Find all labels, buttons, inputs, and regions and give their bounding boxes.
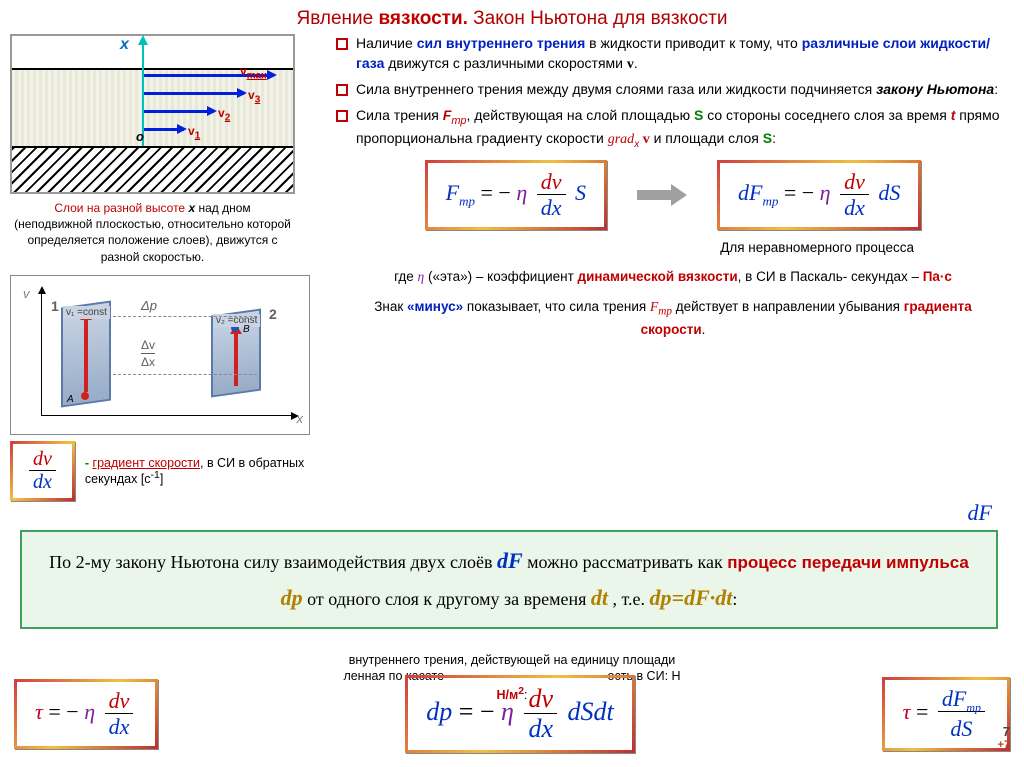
point-a-label: A	[67, 394, 74, 405]
eta-definition: где η («эта») – коэффициент динамической…	[372, 267, 974, 287]
origin-label: o	[136, 129, 144, 144]
bullet-list: Наличие сил внутреннего трения в жидкост…	[332, 34, 1014, 152]
point-b-label: B	[243, 324, 250, 335]
gradient-text: - градиент скорости, в СИ в обратных сек…	[85, 456, 320, 486]
tau-definition-equation: τ = dFmpdS	[882, 677, 1010, 750]
dv-dx-formula: dvdx	[10, 441, 75, 501]
equation-row-1: Fmp = − η dvdx S dFmp = − η dvdx dS	[332, 160, 1014, 230]
velocity-arrow	[144, 128, 184, 131]
non-uniform-note: Для неравномерного процесса	[372, 238, 974, 258]
velocity-label: v2	[218, 106, 230, 123]
bottom-equation-row: τ = − η dvdx dp = − η dvdx dSdt τ = dFmp…	[14, 675, 1010, 753]
right-column: Наличие сил внутреннего трения в жидкост…	[332, 34, 1014, 501]
momentum-transfer-diagram: v x Δp ΔvΔx 1 2 v₁ =const v₂ =const A B	[10, 275, 310, 435]
axis-x-label: x	[297, 411, 304, 426]
arrow-right-icon	[637, 184, 687, 206]
peek-dF: dF	[968, 500, 992, 526]
diagram1-caption: Слои на разной высоте x над дном (неподв…	[10, 194, 295, 271]
main-columns: x o vmaxv3v2v1 Слои на разной высоте x н…	[0, 34, 1024, 501]
bullet-item: Сила трения Fтр, действующая на слой пло…	[332, 106, 1014, 152]
left-column: x o vmaxv3v2v1 Слои на разной высоте x н…	[10, 34, 320, 501]
plate-2-number: 2	[269, 306, 277, 322]
bullet-item: Наличие сил внутреннего трения в жидкост…	[332, 34, 1014, 74]
dp-equation: dp = − η dvdx dSdt	[405, 675, 635, 753]
tau-equation: τ = − η dvdx	[14, 679, 158, 749]
velocity-label: v3	[248, 88, 260, 105]
delta-p-label: Δp	[141, 298, 157, 313]
flow-layers-diagram: x o vmax v3 v2 v1	[10, 34, 295, 194]
gradient-definition: dvdx - градиент скорости, в СИ в обратны…	[10, 441, 320, 501]
friction-force-equation: Fmp = − η dvdx S	[425, 160, 607, 230]
velocity-arrow	[144, 110, 214, 113]
bullet-item: Сила внутреннего трения между двумя слоя…	[332, 80, 1014, 100]
page-number: 7+7	[997, 724, 1010, 751]
dv-dx-fraction: ΔvΔx	[141, 338, 155, 369]
velocity-arrow	[144, 92, 244, 95]
velocity-label: v1	[188, 124, 200, 141]
minus-sign-note: Знак «минус» показывает, что сила трения…	[372, 297, 974, 340]
plate-1-number: 1	[51, 298, 59, 314]
diff-friction-force-equation: dFmp = − η dvdx dS	[717, 160, 921, 230]
plate-a-label: v₁ =const	[63, 306, 110, 319]
axis-label-x: x	[120, 36, 129, 54]
newton-second-law-box: По 2-му закону Ньютона силу взаимодейств…	[20, 530, 998, 629]
slide-title: Явление вязкости. Закон Ньютона для вязк…	[0, 0, 1024, 34]
axis-v-label: v	[23, 286, 30, 301]
velocity-label: vmax	[240, 64, 267, 81]
